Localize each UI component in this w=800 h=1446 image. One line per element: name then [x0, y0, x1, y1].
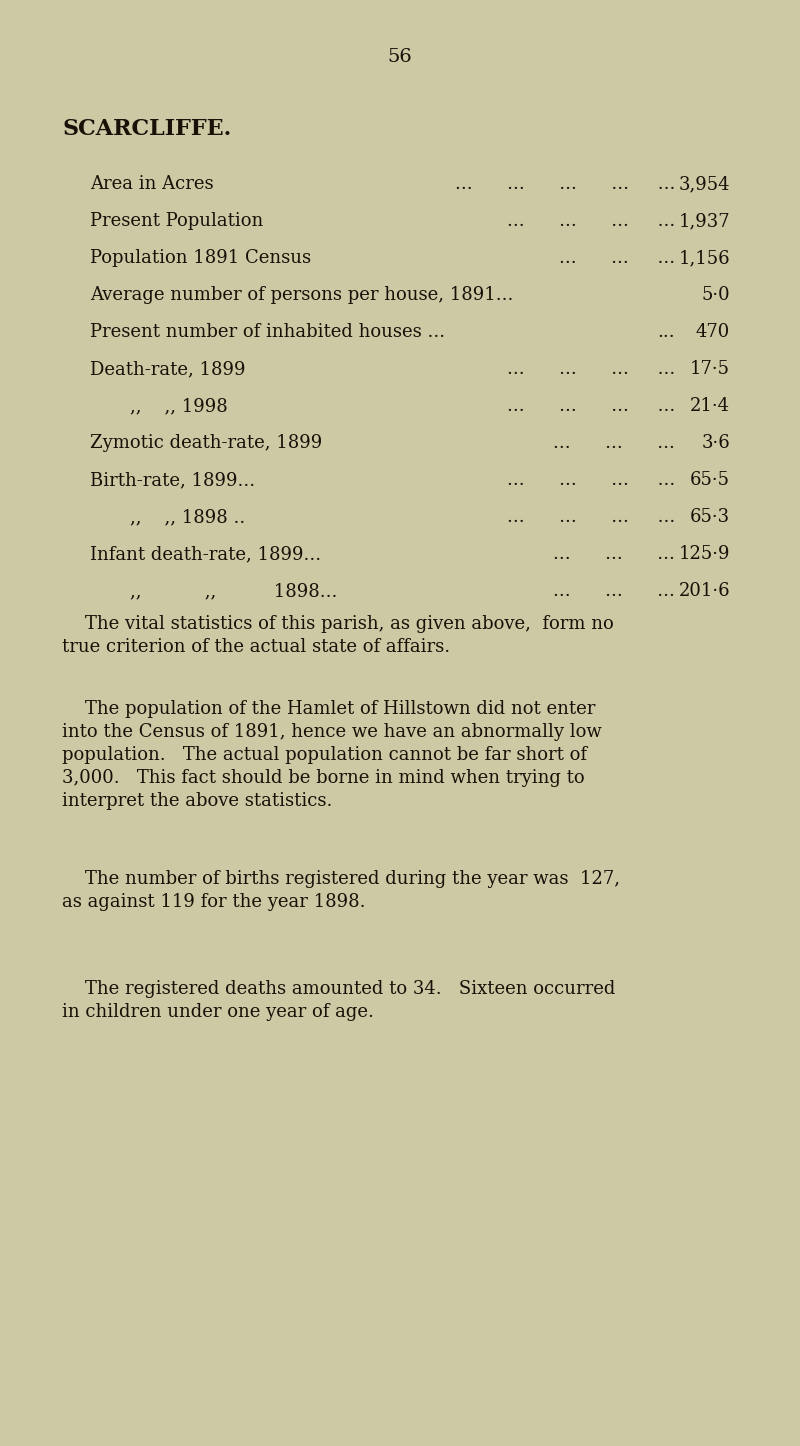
- Text: Population 1891 Census: Population 1891 Census: [90, 249, 311, 268]
- Text: 125·9: 125·9: [678, 545, 730, 562]
- Text: ...      ...      ...      ...     ...: ... ... ... ... ...: [454, 175, 675, 192]
- Text: 21·4: 21·4: [690, 398, 730, 415]
- Text: The vital statistics of this parish, as given above,  form no: The vital statistics of this parish, as …: [62, 615, 614, 633]
- Text: ...      ...      ...     ...: ... ... ... ...: [506, 471, 675, 489]
- Text: 17·5: 17·5: [690, 360, 730, 377]
- Text: true criterion of the actual state of affairs.: true criterion of the actual state of af…: [62, 638, 450, 656]
- Text: 201·6: 201·6: [678, 581, 730, 600]
- Text: 65·5: 65·5: [690, 471, 730, 489]
- Text: ...      ...      ...: ... ... ...: [553, 434, 675, 453]
- Text: ...      ...      ...     ...: ... ... ... ...: [506, 213, 675, 230]
- Text: ,,    ,, 1998: ,, ,, 1998: [130, 398, 228, 415]
- Text: ,,           ,,          1898...: ,, ,, 1898...: [130, 581, 338, 600]
- Text: The registered deaths amounted to 34.   Sixteen occurred: The registered deaths amounted to 34. Si…: [62, 980, 615, 998]
- Text: 1,156: 1,156: [678, 249, 730, 268]
- Text: 470: 470: [696, 322, 730, 341]
- Text: Death-rate, 1899: Death-rate, 1899: [90, 360, 246, 377]
- Text: Area in Acres: Area in Acres: [90, 175, 214, 192]
- Text: ...      ...      ...: ... ... ...: [553, 545, 675, 562]
- Text: The population of the Hamlet of Hillstown did not enter: The population of the Hamlet of Hillstow…: [62, 700, 595, 719]
- Text: Average number of persons per house, 1891...: Average number of persons per house, 189…: [90, 286, 514, 304]
- Text: 5·0: 5·0: [702, 286, 730, 304]
- Text: 3,000.   This fact should be borne in mind when trying to: 3,000. This fact should be borne in mind…: [62, 769, 585, 787]
- Text: Infant death-rate, 1899...: Infant death-rate, 1899...: [90, 545, 321, 562]
- Text: ...      ...     ...: ... ... ...: [559, 249, 675, 268]
- Text: ,,    ,, 1898 ..: ,, ,, 1898 ..: [130, 508, 246, 526]
- Text: Present number of inhabited houses ...: Present number of inhabited houses ...: [90, 322, 445, 341]
- Text: ...      ...      ...     ...: ... ... ... ...: [506, 508, 675, 526]
- Text: The number of births registered during the year was  127,: The number of births registered during t…: [62, 870, 620, 888]
- Text: as against 119 for the year 1898.: as against 119 for the year 1898.: [62, 894, 366, 911]
- Text: Present Population: Present Population: [90, 213, 263, 230]
- Text: 1,937: 1,937: [678, 213, 730, 230]
- Text: 65·3: 65·3: [690, 508, 730, 526]
- Text: 3·6: 3·6: [702, 434, 730, 453]
- Text: Birth-rate, 1899...: Birth-rate, 1899...: [90, 471, 255, 489]
- Text: ...      ...      ...     ...: ... ... ... ...: [506, 398, 675, 415]
- Text: Zymotic death-rate, 1899: Zymotic death-rate, 1899: [90, 434, 322, 453]
- Text: into the Census of 1891, hence we have an abnormally low: into the Census of 1891, hence we have a…: [62, 723, 602, 740]
- Text: SCARCLIFFE.: SCARCLIFFE.: [62, 119, 231, 140]
- Text: ...: ...: [658, 322, 675, 341]
- Text: 3,954: 3,954: [678, 175, 730, 192]
- Text: ...      ...      ...: ... ... ...: [553, 581, 675, 600]
- Text: 56: 56: [388, 48, 412, 67]
- Text: ...      ...      ...     ...: ... ... ... ...: [506, 360, 675, 377]
- Text: interpret the above statistics.: interpret the above statistics.: [62, 792, 332, 810]
- Text: in children under one year of age.: in children under one year of age.: [62, 1004, 374, 1021]
- Text: population.   The actual population cannot be far short of: population. The actual population cannot…: [62, 746, 587, 763]
